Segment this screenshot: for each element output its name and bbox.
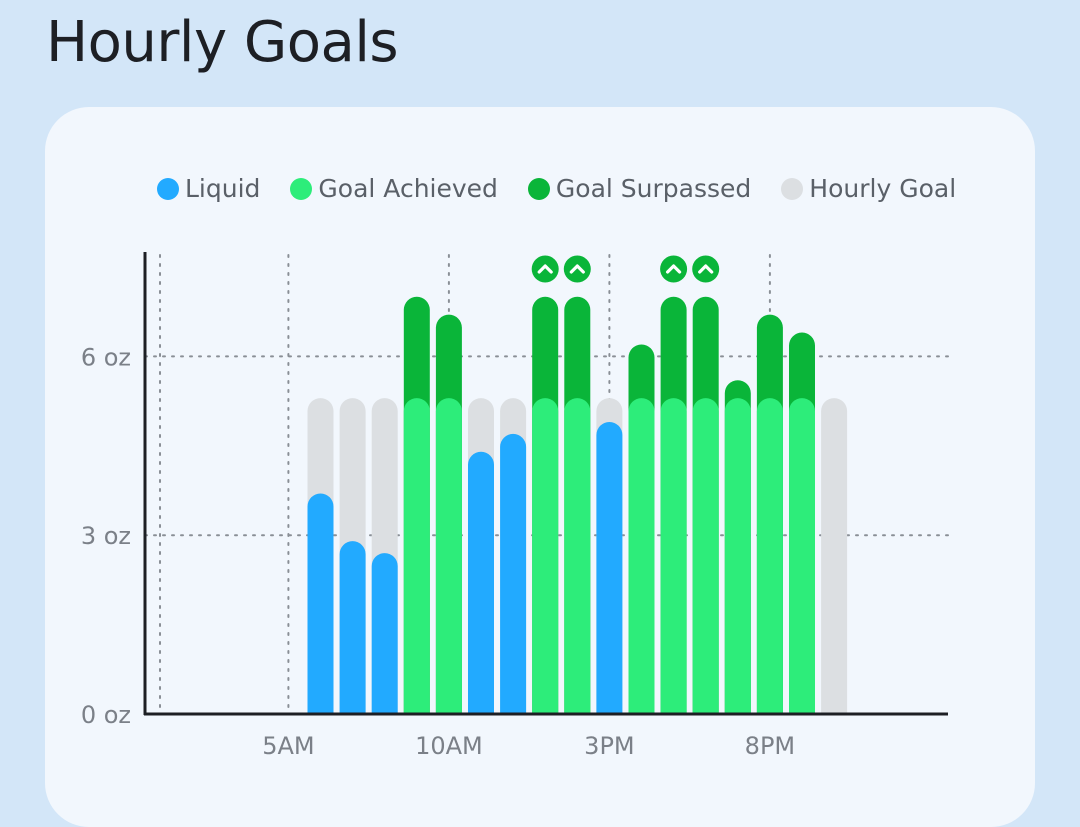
hour-bar-13 — [532, 296, 559, 714]
hour-bar-14 — [564, 296, 591, 714]
x-tick-label: 8PM — [745, 732, 795, 760]
legend-item-hourly-goal: Hourly Goal — [781, 174, 956, 203]
legend-swatch-hourly-goal — [781, 177, 804, 200]
badge-circle — [531, 255, 559, 283]
legend-swatch-liquid — [157, 177, 179, 200]
goal-achieved-bar — [628, 398, 655, 714]
surpassed-badge-icon — [692, 255, 720, 283]
hour-bar-21 — [789, 332, 815, 714]
hour-bar-15 — [596, 398, 623, 714]
surpassed-badge-icon — [563, 255, 591, 283]
hour-bar-16 — [628, 344, 655, 714]
legend-item-goal-surpassed: Goal Surpassed — [527, 174, 752, 203]
chevron-up-icon — [569, 264, 585, 274]
legend-item-goal-achieved: Goal Achieved — [290, 174, 498, 203]
legend-swatch-goal-achieved — [290, 177, 313, 200]
x-tick-label: 5AM — [262, 732, 314, 760]
badge-circle — [563, 255, 591, 283]
y-tick-label: 3 oz — [81, 522, 131, 550]
goal-achieved-bar — [756, 398, 783, 714]
hour-bar-12 — [500, 398, 527, 714]
surpassed-badge-icon — [531, 255, 559, 283]
goal-achieved-bar — [660, 398, 687, 714]
x-tick-label: 3PM — [584, 732, 634, 760]
hour-bar-17 — [660, 296, 687, 714]
liquid-bar — [371, 553, 398, 714]
hour-bar-19 — [724, 380, 751, 714]
liquid-bar — [500, 433, 527, 714]
y-tick-label: 0 oz — [81, 701, 131, 729]
legend-label-goal-achieved: Goal Achieved — [318, 174, 498, 203]
liquid-bar — [468, 451, 494, 714]
hour-bar-11 — [468, 398, 494, 714]
legend-label-goal-surpassed: Goal Surpassed — [555, 174, 752, 203]
legend-label-hourly-goal: Hourly Goal — [809, 174, 957, 203]
page-title: Hourly Goals — [46, 10, 399, 75]
goal-achieved-bar — [789, 398, 815, 714]
chart-legend: Liquid Goal Achieved Goal Surpassed Hour… — [157, 174, 986, 203]
hour-bar-7 — [339, 398, 366, 714]
surpassed-badge-icon — [660, 255, 688, 283]
goal-achieved-bar — [724, 398, 751, 714]
hourly-goals-chart: 0 oz 3 oz 6 oz 5AM 10AM 3PM 8PM — [81, 252, 949, 760]
goal-achieved-bar — [532, 398, 559, 714]
hour-bar-9 — [403, 296, 430, 714]
goal-achieved-bar — [564, 398, 591, 714]
legend-label-liquid: Liquid — [185, 174, 261, 203]
x-tick-label: 10AM — [415, 732, 483, 760]
chevron-up-icon — [698, 264, 714, 274]
goal-achieved-bar — [692, 398, 719, 714]
legend-swatch-goal-surpassed — [527, 177, 550, 200]
badge-circle — [692, 255, 720, 283]
chevron-up-icon — [537, 264, 553, 274]
liquid-bar — [339, 541, 366, 714]
goal-achieved-bar — [435, 398, 462, 714]
hour-bar-18 — [692, 296, 719, 714]
liquid-bar — [307, 493, 334, 714]
legend-item-liquid: Liquid — [157, 174, 260, 203]
badge-circle — [660, 255, 688, 283]
hourly-goal-bar — [821, 398, 848, 714]
hour-bar-8 — [371, 398, 398, 714]
liquid-bar — [596, 421, 623, 714]
goal-achieved-bar — [403, 398, 430, 714]
chevron-up-icon — [666, 264, 682, 274]
y-tick-label: 6 oz — [81, 343, 131, 371]
hour-bar-6 — [307, 398, 334, 714]
hour-bar-20 — [756, 314, 783, 714]
hour-bar-10 — [435, 314, 462, 714]
hour-bar-22 — [821, 398, 848, 714]
